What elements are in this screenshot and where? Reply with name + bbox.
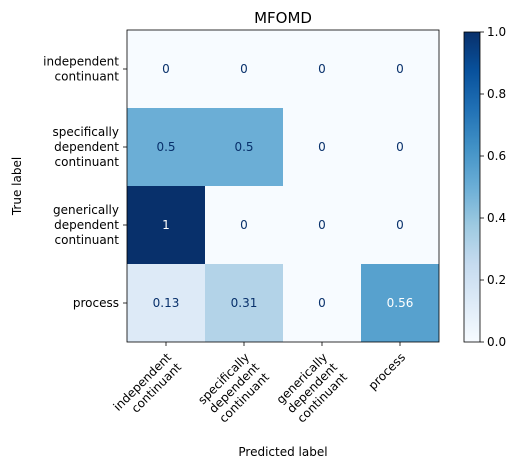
colorbar-tick-label: 1.0 xyxy=(487,25,506,39)
colorbar-tick-label: 0.4 xyxy=(487,211,506,225)
cell-value-label: 0 xyxy=(240,218,248,232)
y-tick-label: dependent xyxy=(54,140,119,154)
colorbar-tick-label: 0.6 xyxy=(487,149,506,163)
heatmap-cell xyxy=(361,264,439,342)
colorbar xyxy=(463,31,481,343)
heatmap-cell xyxy=(127,186,205,264)
y-axis-ticks: independentcontinuantspecificallydepende… xyxy=(43,55,127,310)
heatmap-cell xyxy=(283,264,361,342)
cell-value-label: 0.31 xyxy=(231,296,258,310)
colorbar-tick-label: 0.2 xyxy=(487,273,506,287)
y-tick-label: continuant xyxy=(55,70,120,84)
cell-value-label: 0 xyxy=(318,296,326,310)
y-tick-label: independent xyxy=(43,55,119,69)
cell-value-label: 0 xyxy=(318,62,326,76)
heatmap-cell xyxy=(283,108,361,186)
heatmap-cell xyxy=(283,186,361,264)
cell-value-label: 0 xyxy=(396,62,404,76)
y-tick-label: continuant xyxy=(55,155,120,169)
cell-value-label: 1 xyxy=(162,218,170,232)
x-tick-label: independentcontinuant xyxy=(111,350,185,424)
cell-value-labels: 0 0 0 0 0.5 0.5 0 0 1 0 0 0 0.13 0.31 0 0.56 xyxy=(153,62,414,310)
heatmap-cell xyxy=(127,30,205,108)
colorbar-ticks: 0.0 0.2 0.4 0.6 0.8 1.0 xyxy=(480,25,506,349)
heatmap-cell xyxy=(127,264,205,342)
plot-frame xyxy=(126,29,440,343)
y-tick-label: process xyxy=(73,296,119,310)
cell-value-label: 0 xyxy=(396,140,404,154)
heatmap-cell xyxy=(283,30,361,108)
y-axis-label: True label xyxy=(10,157,24,216)
cell-value-label: 0.56 xyxy=(387,296,414,310)
y-tick-label: continuant xyxy=(55,233,120,247)
heatmap-cell xyxy=(205,30,283,108)
cell-value-label: 0.5 xyxy=(234,140,253,154)
y-tick-label: specifically xyxy=(53,125,119,139)
heatmap-cell xyxy=(361,186,439,264)
y-tick-label: generically xyxy=(53,203,119,217)
heatmap-cell xyxy=(361,30,439,108)
chart-title: MFOMD xyxy=(254,9,312,27)
x-tick-label: genericallydependentcontinuant xyxy=(274,350,351,427)
heatmap-cell xyxy=(205,108,283,186)
cell-value-label: 0.5 xyxy=(156,140,175,154)
cell-value-label: 0 xyxy=(318,218,326,232)
y-tick-label: dependent xyxy=(54,218,119,232)
cell-value-label: 0 xyxy=(240,62,248,76)
heatmap-cell xyxy=(205,186,283,264)
cell-value-label: 0 xyxy=(318,140,326,154)
colorbar-tick-label: 0.0 xyxy=(487,335,506,349)
x-axis-ticks: independentcontinuant specificallydepende… xyxy=(111,342,409,427)
heatmap-cell xyxy=(361,108,439,186)
cell-value-label: 0.13 xyxy=(153,296,180,310)
heatmap-cell xyxy=(127,108,205,186)
cell-value-label: 0 xyxy=(396,218,404,232)
heatmap-cells xyxy=(127,30,439,342)
x-tick-label: process xyxy=(366,350,409,393)
cell-value-label: 0 xyxy=(162,62,170,76)
x-tick-label: specificallydependentcontinuant xyxy=(195,350,272,427)
heatmap-cell xyxy=(205,264,283,342)
colorbar-tick-label: 0.8 xyxy=(487,87,506,101)
x-axis-label: Predicted label xyxy=(238,445,327,459)
